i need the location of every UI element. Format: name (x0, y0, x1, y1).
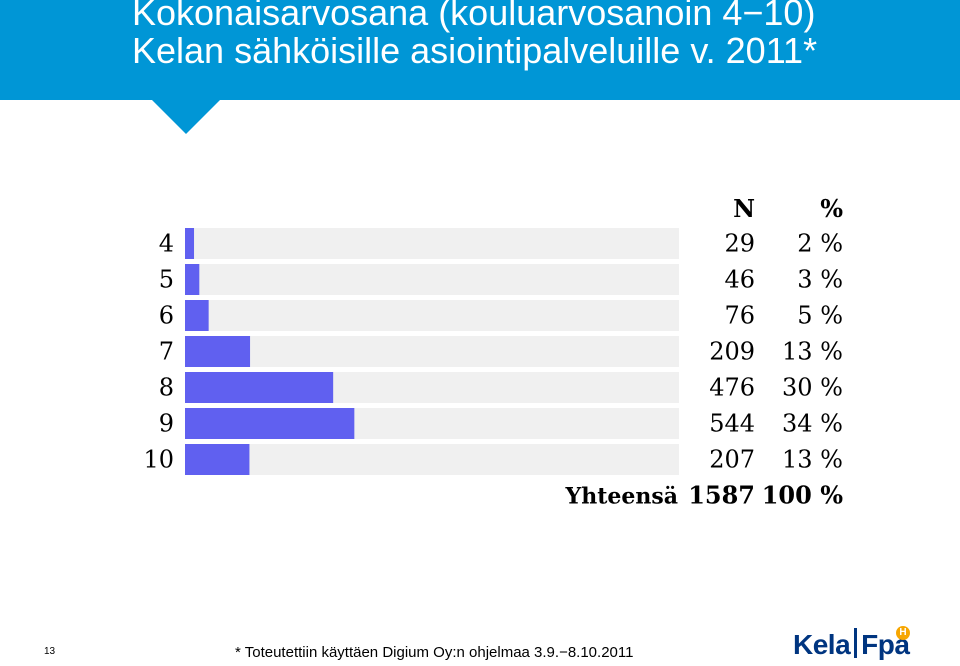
footnote: * Toteutettiin käyttäen Digium Oy:n ohje… (235, 644, 634, 661)
value-percent-label: 13 % (782, 446, 843, 474)
category-label: 10 (143, 446, 174, 474)
bar-track (185, 264, 679, 295)
chart-svg: N % 4 29 2 % 5 46 3 % 6 76 5 % 7 209 13 % 8 476 30 % 9 544… (143, 194, 843, 510)
bar (185, 336, 251, 367)
value-n-label: 29 (724, 230, 755, 258)
category-label: 7 (159, 338, 174, 366)
value-n-label: 207 (709, 446, 755, 474)
value-n-label: 476 (709, 374, 755, 402)
bar (185, 444, 250, 475)
value-n-label: 544 (709, 410, 755, 438)
logo-separator (854, 628, 858, 658)
total-percent-label: 100 % (762, 481, 843, 510)
page-title: Kokonaisarvosana (kouluarvosanoin 4−10) … (132, 0, 817, 70)
column-header-percent: % (820, 194, 843, 223)
value-percent-label: 3 % (797, 266, 843, 294)
value-percent-label: 30 % (782, 374, 843, 402)
title-line-2: Kelan sähköisille asiointipalveluille v.… (132, 30, 818, 71)
title-line-1: Kokonaisarvosana (kouluarvosanoin 4−10) (132, 0, 816, 33)
bar-track (185, 336, 679, 367)
column-header-n: N (733, 194, 755, 223)
bar (185, 408, 355, 439)
value-n-label: 209 (709, 338, 755, 366)
category-label: 6 (159, 302, 174, 330)
page-number: 13 (44, 646, 56, 657)
bar (185, 228, 195, 259)
bar (185, 264, 200, 295)
bar (185, 372, 334, 403)
bar (185, 300, 209, 331)
value-percent-label: 5 % (797, 302, 843, 330)
banner-pointer (150, 98, 222, 134)
category-label: 8 (159, 374, 174, 402)
total-n-label: 1587 (688, 481, 755, 510)
category-label: 5 (159, 266, 174, 294)
bar-track (185, 228, 679, 259)
value-n-label: 46 (724, 266, 755, 294)
category-label: 4 (159, 230, 174, 258)
value-n-label: 76 (724, 302, 755, 330)
value-percent-label: 34 % (782, 410, 843, 438)
logo-text-left: Kela (793, 629, 851, 660)
total-label: Yhteensä (565, 484, 679, 510)
value-percent-label: 13 % (782, 338, 843, 366)
logo-badge-icon: H (896, 626, 910, 640)
grade-distribution-chart: N% 4 29 2 % 5 46 3 % 6 76 5 % 7 209 13 % 8 476 30 % 9 544… (140, 190, 860, 525)
bar-track (185, 444, 679, 475)
header-banner: Kokonaisarvosana (kouluarvosanoin 4−10) … (0, 0, 960, 134)
category-label: 9 (159, 410, 174, 438)
value-percent-label: 2 % (797, 230, 843, 258)
kela-logo: Kela Fpa H (793, 626, 910, 664)
bar-track (185, 300, 679, 331)
